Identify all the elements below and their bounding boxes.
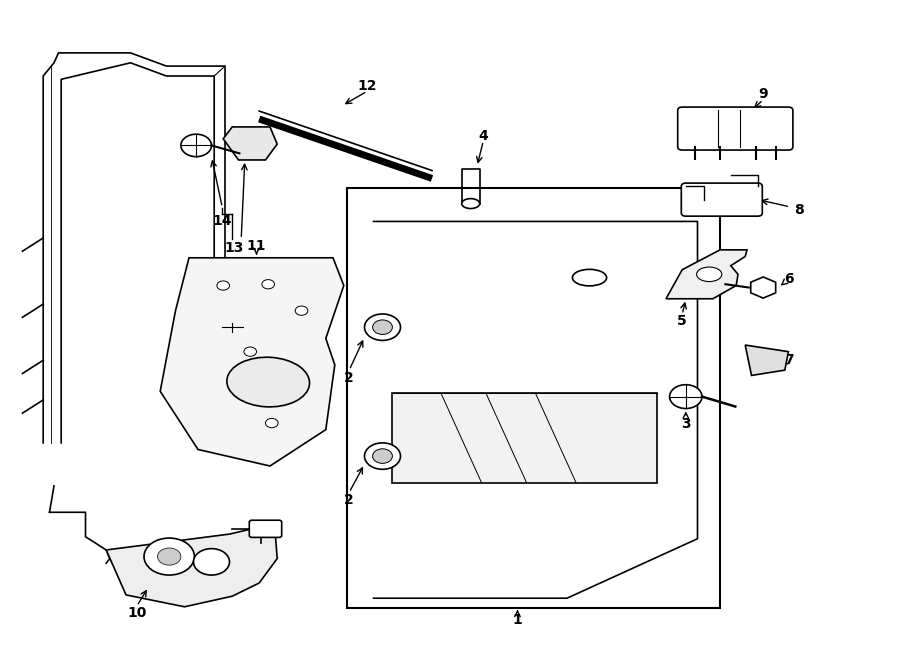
Text: 5: 5 — [678, 313, 687, 328]
Circle shape — [286, 387, 299, 396]
Text: 13: 13 — [224, 241, 244, 255]
Circle shape — [217, 281, 230, 290]
Text: 14: 14 — [212, 214, 232, 229]
Bar — [346, 188, 720, 608]
Polygon shape — [223, 127, 277, 160]
Polygon shape — [666, 250, 747, 299]
Text: 2: 2 — [345, 493, 354, 508]
Text: 9: 9 — [759, 87, 768, 101]
Text: 2: 2 — [345, 371, 354, 385]
Text: 4: 4 — [479, 128, 488, 143]
Text: 8: 8 — [795, 202, 804, 217]
Text: 11: 11 — [247, 239, 266, 253]
Text: 10: 10 — [127, 606, 147, 621]
FancyBboxPatch shape — [249, 520, 282, 537]
Circle shape — [373, 320, 392, 334]
FancyBboxPatch shape — [681, 183, 762, 216]
Circle shape — [194, 549, 230, 575]
Bar — [392, 393, 657, 483]
Polygon shape — [106, 524, 277, 607]
Text: 1: 1 — [513, 613, 522, 627]
Circle shape — [144, 538, 194, 575]
Circle shape — [670, 385, 702, 408]
Circle shape — [295, 306, 308, 315]
Ellipse shape — [572, 270, 607, 286]
Ellipse shape — [697, 267, 722, 282]
Text: 6: 6 — [785, 272, 794, 286]
Circle shape — [373, 449, 392, 463]
FancyBboxPatch shape — [678, 107, 793, 150]
Circle shape — [364, 314, 400, 340]
Text: 7: 7 — [785, 353, 794, 368]
Circle shape — [238, 372, 251, 381]
Polygon shape — [160, 258, 344, 466]
Circle shape — [181, 134, 211, 157]
Text: 12: 12 — [357, 79, 377, 93]
Circle shape — [364, 443, 400, 469]
Polygon shape — [751, 277, 776, 298]
Circle shape — [266, 418, 278, 428]
Text: 3: 3 — [681, 417, 690, 432]
Circle shape — [262, 280, 274, 289]
Circle shape — [244, 347, 256, 356]
Ellipse shape — [462, 198, 480, 209]
Ellipse shape — [227, 357, 310, 407]
Circle shape — [158, 548, 181, 565]
Polygon shape — [745, 345, 788, 375]
